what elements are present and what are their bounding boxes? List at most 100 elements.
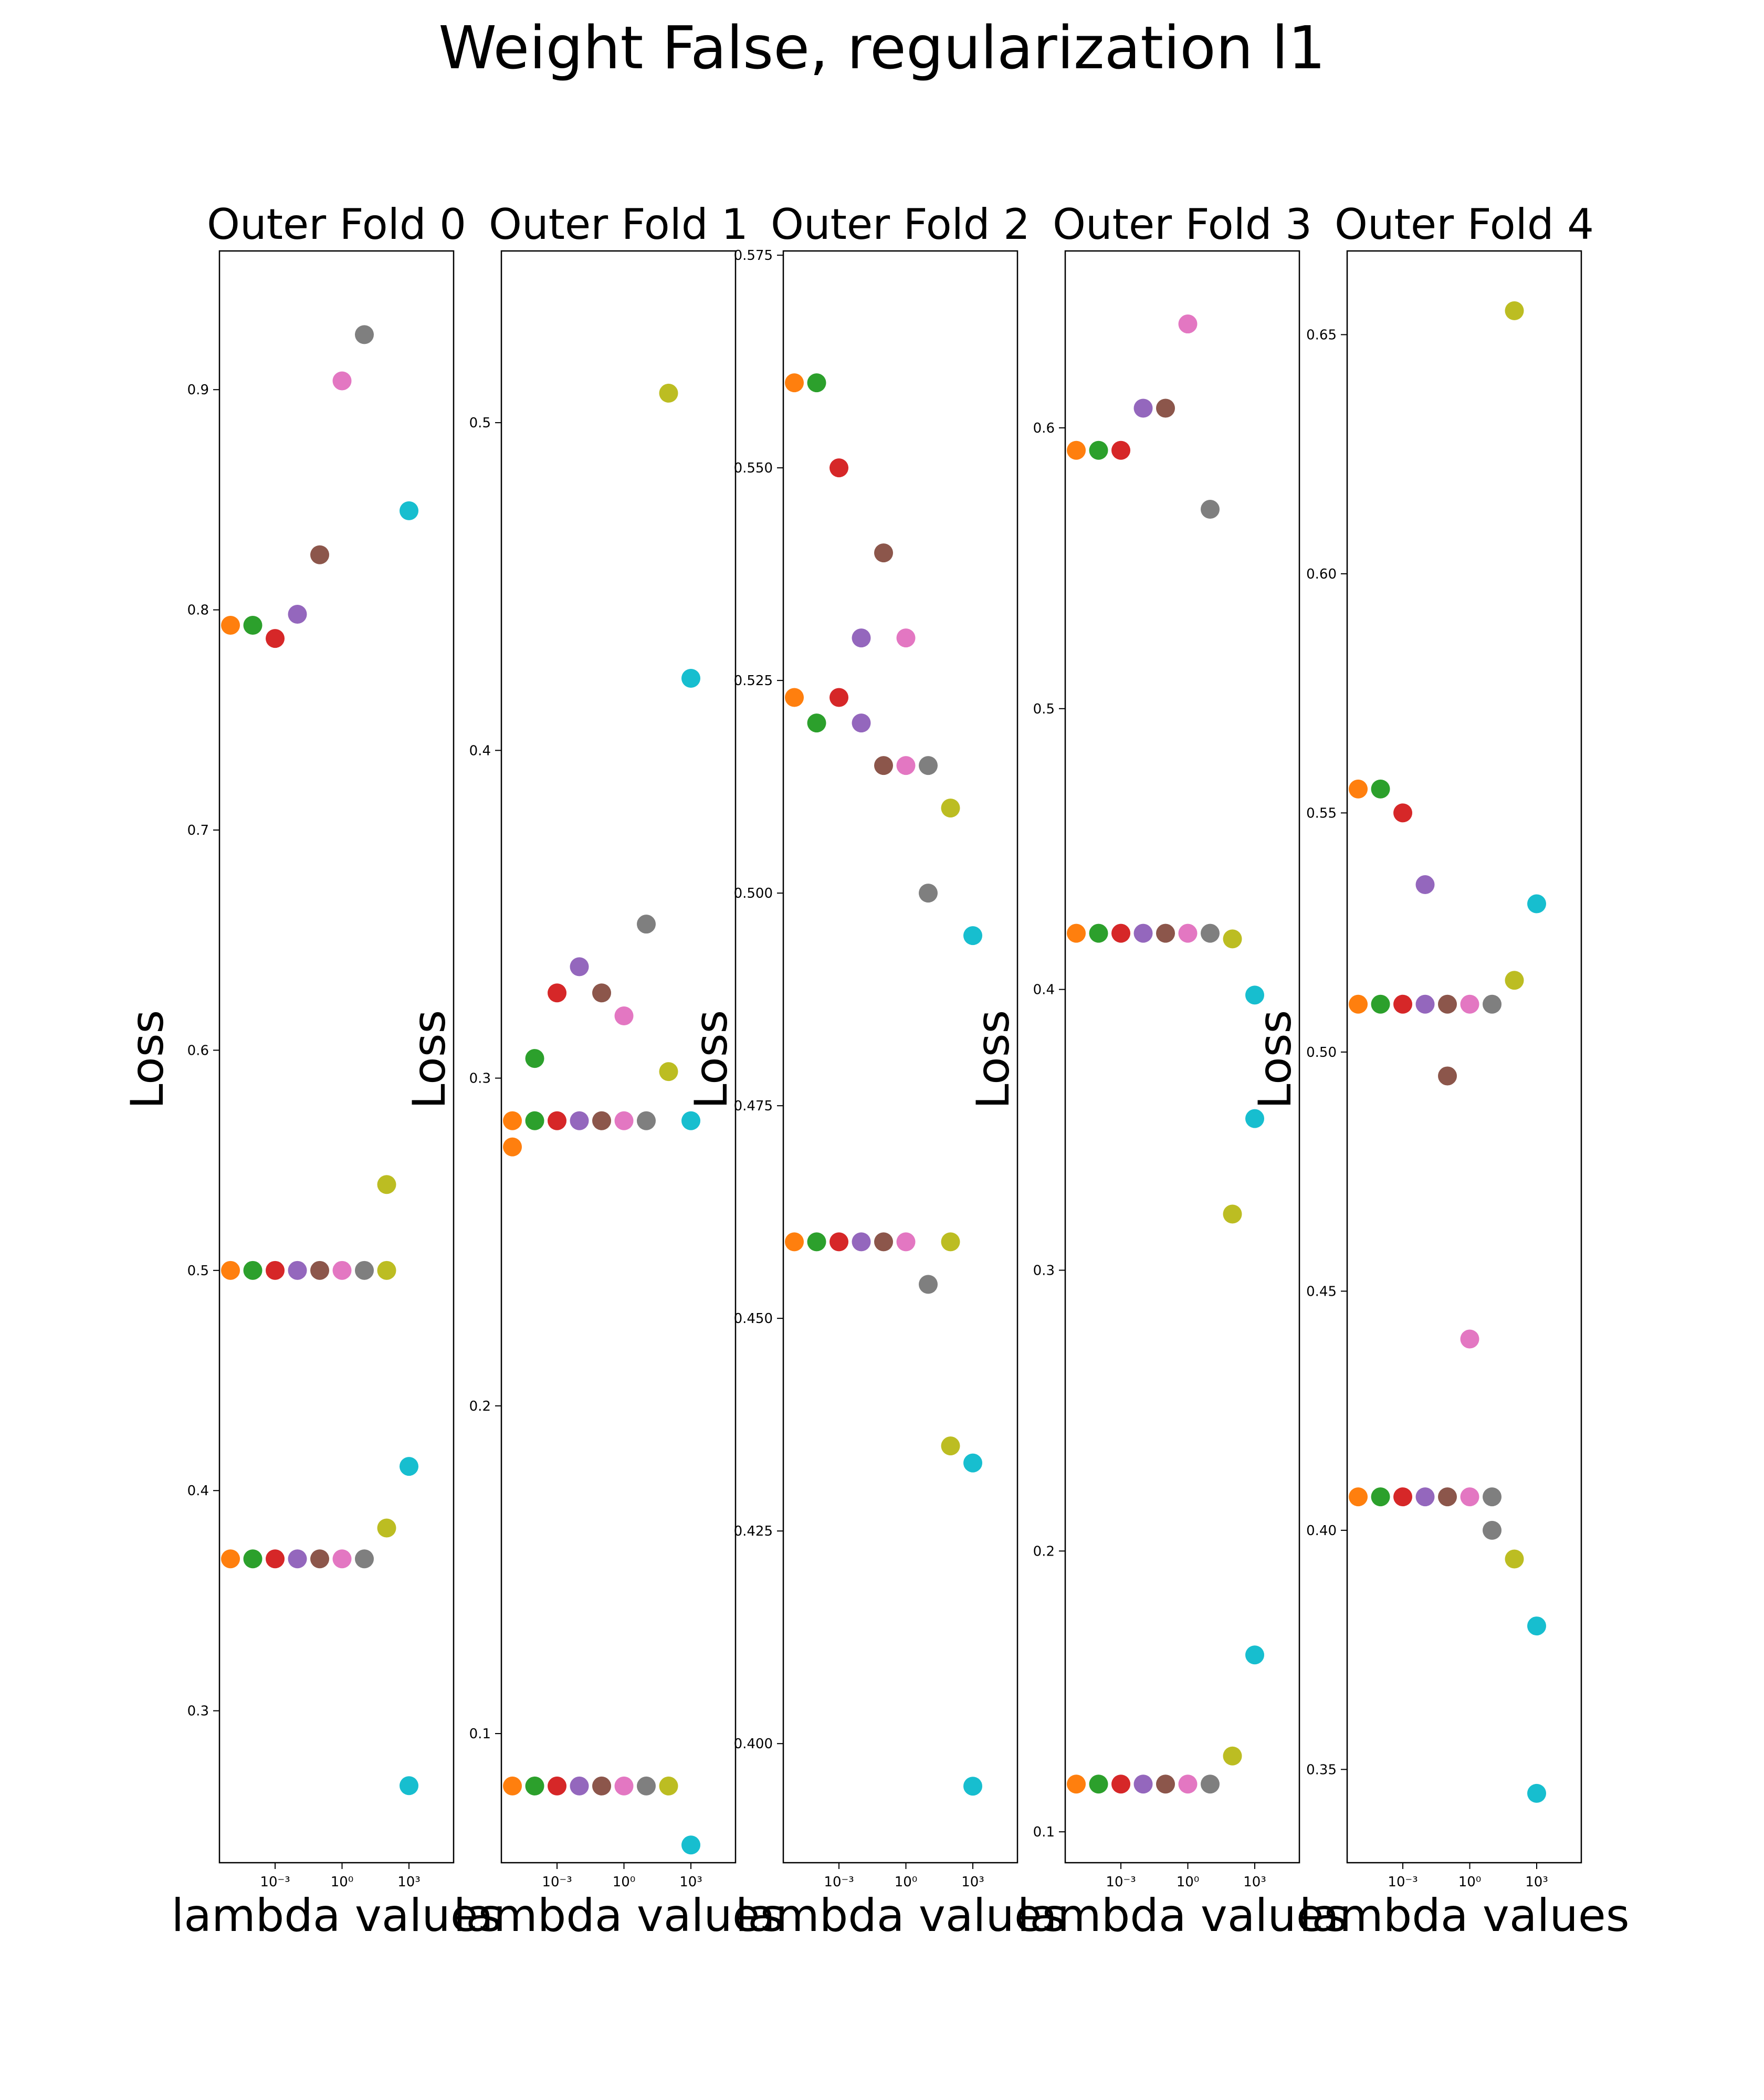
data-point (1223, 929, 1242, 949)
data-point (1438, 994, 1457, 1014)
data-point (377, 1261, 396, 1280)
data-point (377, 1175, 396, 1194)
x-tick-label: 10³ (1525, 1874, 1548, 1890)
data-point (221, 1261, 240, 1280)
data-point (807, 713, 826, 733)
data-point (1371, 994, 1390, 1014)
y-axis-label: Loss (967, 1010, 1020, 1109)
y-tick-label: 0.3 (469, 1071, 491, 1087)
figure-title: Weight False, regularization l1 (438, 14, 1326, 82)
subplot-grid: Outer Fold 0 10⁻³ 10⁰ 10³ 0.3 0.4 0.5 0.6 0.7 0.8… (121, 200, 1630, 1942)
data-point (681, 669, 701, 688)
subplot-title: Outer Fold 3 (1053, 200, 1312, 249)
data-point (525, 1776, 544, 1796)
y-tick-label: 0.8 (187, 603, 209, 618)
data-point (355, 325, 374, 344)
data-point (1460, 994, 1479, 1014)
data-point (874, 1232, 894, 1252)
y-tick-label: 0.1 (469, 1726, 491, 1742)
data-point (1349, 779, 1368, 799)
subplot-fold-0: Outer Fold 0 10⁻³ 10⁰ 10³ 0.3 0.4 0.5 0.6 0.7 0.8… (121, 200, 502, 1942)
data-point (400, 501, 419, 520)
data-point (1156, 923, 1175, 943)
data-point (1223, 1746, 1242, 1766)
data-point (525, 1111, 544, 1130)
x-tick-label: 10⁰ (1177, 1874, 1200, 1890)
data-point (852, 1232, 871, 1252)
data-point (637, 1111, 656, 1130)
data-point (525, 1049, 544, 1068)
x-axis-label: lambda values (735, 1889, 1065, 1942)
data-point (919, 756, 938, 775)
data-point (1438, 1066, 1457, 1086)
data-point (548, 1776, 567, 1796)
data-point (1393, 1487, 1413, 1507)
data-point (1067, 923, 1086, 943)
data-point (1067, 1774, 1086, 1794)
data-point (1483, 1520, 1502, 1540)
data-point (941, 799, 960, 818)
data-point (1393, 803, 1413, 823)
data-point (1460, 1487, 1479, 1507)
data-point (1505, 971, 1524, 990)
data-point (221, 1549, 240, 1569)
data-point (941, 1232, 960, 1252)
data-point (807, 373, 826, 393)
data-point (896, 1232, 916, 1252)
y-tick-label: 0.500 (734, 886, 773, 901)
y-tick-label: 0.425 (734, 1524, 773, 1539)
data-point (1245, 985, 1265, 1005)
data-point (963, 926, 983, 946)
y-tick-label: 0.9 (187, 382, 209, 398)
data-point (355, 1261, 374, 1280)
data-point (266, 1261, 285, 1280)
y-tick-label: 0.6 (1033, 421, 1055, 436)
data-point (332, 1549, 352, 1569)
data-point (1201, 923, 1220, 943)
x-tick-label: 10⁻³ (260, 1874, 290, 1890)
data-point (637, 1776, 656, 1796)
x-tick-label: 10⁰ (331, 1874, 354, 1890)
data-point (355, 1549, 374, 1569)
subplot-fold-2: Outer Fold 2 10⁻³ 10⁰ 10³ 0.400 0.425 0.450 0.4… (685, 200, 1066, 1942)
data-point (830, 688, 849, 707)
data-point (1178, 1774, 1198, 1794)
data-point (592, 1111, 612, 1130)
subplot-fold-3: Outer Fold 3 10⁻³ 10⁰ 10³ 0.1 0.2 0.3 0.4 0.5 0.6… (967, 200, 1348, 1942)
data-point (614, 1006, 634, 1025)
data-point (592, 983, 612, 1003)
data-point (681, 1111, 701, 1130)
data-point (874, 543, 894, 563)
data-point (1371, 779, 1390, 799)
data-point (1133, 398, 1153, 418)
data-point (896, 628, 916, 648)
data-point (963, 1777, 983, 1796)
axes-frame (1064, 250, 1300, 1864)
y-tick-label: 0.7 (187, 823, 209, 838)
data-point (1483, 1487, 1502, 1507)
data-point (400, 1776, 419, 1796)
y-tick-label: 0.5 (469, 415, 491, 431)
data-point (1201, 500, 1220, 519)
data-point (1505, 301, 1524, 320)
data-point (1111, 440, 1131, 460)
data-point (852, 713, 871, 733)
y-tick-label: 0.550 (734, 460, 773, 476)
data-point (400, 1457, 419, 1476)
data-point (637, 915, 656, 934)
data-point (963, 1453, 983, 1473)
data-point (310, 1549, 330, 1569)
data-point (1089, 1774, 1108, 1794)
data-point (1371, 1487, 1390, 1507)
y-tick-label: 0.575 (734, 248, 773, 264)
x-tick-label: 10⁰ (1458, 1874, 1482, 1890)
data-point (1156, 398, 1175, 418)
y-tick-label: 0.4 (187, 1483, 209, 1499)
data-point (919, 884, 938, 903)
data-point (830, 458, 849, 478)
x-tick-label: 10⁰ (895, 1874, 918, 1890)
data-point (1505, 1549, 1524, 1569)
data-point (288, 1549, 307, 1569)
y-tick-label: 0.35 (1306, 1762, 1337, 1778)
y-tick-label: 0.45 (1306, 1284, 1337, 1299)
